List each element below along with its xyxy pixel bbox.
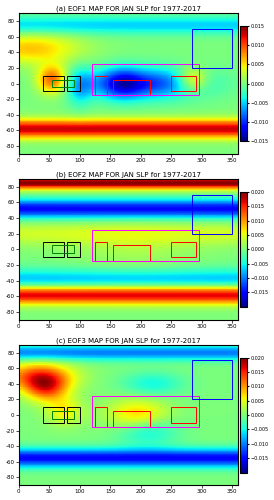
Bar [95, 407, 107, 427]
Bar [52, 246, 74, 253]
Bar [43, 242, 64, 257]
Bar [192, 360, 232, 400]
Bar [43, 76, 64, 92]
Bar [192, 29, 232, 68]
Title: (c) EOF3 MAP FOR JAN SLP for 1977-2017: (c) EOF3 MAP FOR JAN SLP for 1977-2017 [56, 337, 201, 344]
Title: (b) EOF2 MAP FOR JAN SLP for 1977-2017: (b) EOF2 MAP FOR JAN SLP for 1977-2017 [56, 172, 201, 178]
Title: (a) EOF1 MAP FOR JAN SLP for 1977-2017: (a) EOF1 MAP FOR JAN SLP for 1977-2017 [56, 6, 201, 12]
Bar [95, 242, 107, 261]
Bar [67, 76, 80, 92]
Bar [113, 246, 150, 261]
Bar [113, 80, 150, 96]
Bar [52, 80, 74, 88]
Bar [192, 194, 232, 234]
Bar [95, 76, 107, 96]
Bar [92, 230, 199, 261]
Bar [171, 242, 196, 257]
Bar [52, 411, 74, 419]
Bar [171, 76, 196, 92]
Bar [67, 407, 80, 423]
Bar [113, 411, 150, 427]
Bar [171, 407, 196, 423]
Bar [43, 407, 64, 423]
Bar [67, 242, 80, 257]
Bar [92, 64, 199, 96]
Bar [92, 396, 199, 427]
